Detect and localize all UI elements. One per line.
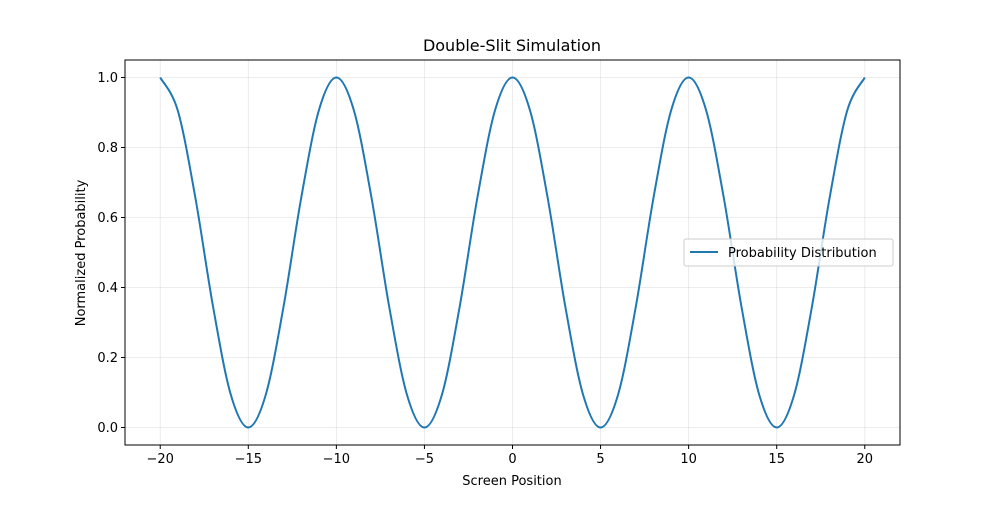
y-tick-label: 0.6 — [97, 211, 118, 226]
series-layer — [159, 76, 866, 429]
legend-label: Probability Distribution — [728, 246, 877, 261]
x-tick-label: −15 — [235, 452, 262, 467]
x-tick-label: −5 — [415, 452, 434, 467]
x-tick-label: 5 — [596, 452, 604, 467]
chart-title: Double-Slit Simulation — [423, 36, 601, 55]
y-tick-label: 0.2 — [97, 351, 118, 366]
y-tick-label: 0.4 — [97, 281, 118, 296]
series-line — [159, 76, 866, 429]
y-tick-label: 0.0 — [97, 421, 118, 436]
y-axis-label: Normalized Probability — [74, 179, 89, 326]
x-tick-label: 20 — [856, 452, 873, 467]
x-tick-label: 15 — [768, 452, 785, 467]
x-tick-label: −10 — [323, 452, 350, 467]
axis-ticks: −20 −15 −10 −5 0 5 10 15 20 0.0 0.2 0.4 0.6 0.8 1.0 — [97, 71, 873, 467]
x-tick-label: 0 — [508, 452, 516, 467]
y-tick-label: 0.8 — [97, 141, 118, 156]
grid — [125, 60, 900, 445]
x-axis-label: Screen Position — [462, 474, 561, 489]
y-tick-label: 1.0 — [97, 71, 118, 86]
x-tick-label: −20 — [147, 452, 174, 467]
legend-box — [683, 238, 894, 267]
x-tick-label: 10 — [680, 452, 697, 467]
legend: Probability Distribution — [683, 238, 894, 267]
